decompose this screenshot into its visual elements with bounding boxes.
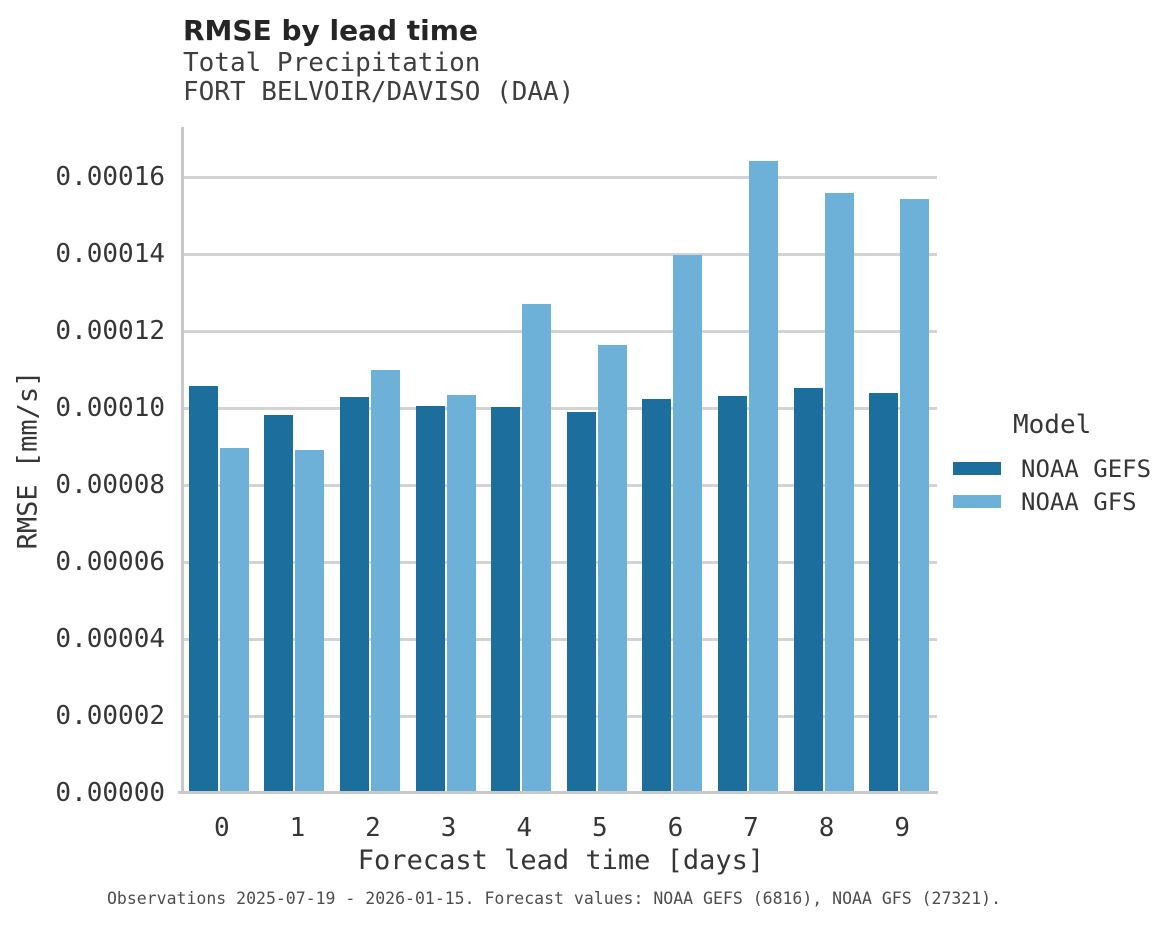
x-tick-label-7: 7 (743, 813, 759, 843)
gridline (181, 406, 937, 410)
x-tick-label-3: 3 (440, 813, 457, 843)
bar-noaa-gefs-day-0 (188, 385, 218, 793)
gridline (181, 483, 937, 487)
gridline (181, 252, 937, 256)
bar-noaa-gfs-day-1 (295, 450, 325, 793)
legend-swatch-icon (953, 462, 1001, 475)
gridline (181, 560, 937, 564)
y-axis-spine (181, 127, 184, 793)
legend-entry-noaa-gfs: NOAA GFS (953, 485, 1175, 518)
y-tick-label: 0.00008 (55, 470, 165, 501)
y-tick-label: 0.00012 (55, 316, 165, 347)
bar-noaa-gfs-day-3 (446, 395, 476, 793)
x-tick-label-2: 2 (365, 813, 381, 843)
x-axis-label: Forecast lead time [days] (357, 845, 765, 876)
bar-noaa-gfs-day-9 (900, 198, 930, 793)
legend-entries: NOAA GEFS NOAA GFS (953, 452, 1175, 518)
gridline (181, 329, 937, 333)
bar-noaa-gefs-day-7 (718, 396, 747, 793)
bar-noaa-gefs-day-4 (491, 406, 521, 793)
plot-area (181, 127, 937, 793)
bar-noaa-gfs-day-6 (673, 254, 703, 793)
bar-noaa-gfs-day-5 (597, 345, 627, 793)
y-tick-label: 0.00010 (55, 393, 165, 424)
legend-entry-noaa-gefs: NOAA GEFS (953, 452, 1175, 485)
bar-noaa-gefs-day-9 (869, 392, 899, 793)
gridline (181, 175, 937, 179)
chart-subtitle-variable: Total Precipitation (183, 48, 481, 78)
bar-noaa-gfs-day-8 (824, 193, 854, 793)
x-tick-label-9: 9 (894, 813, 911, 843)
footer-caption: Observations 2025-07-19 - 2026-01-15. Fo… (107, 889, 1002, 908)
y-tick-label: 0.00006 (55, 547, 165, 578)
x-tick-label-5: 5 (591, 813, 608, 843)
legend-swatch-icon (953, 495, 1001, 508)
x-tick-label-6: 6 (667, 813, 684, 843)
chart-title: RMSE by lead time (183, 14, 478, 47)
gridline (181, 637, 937, 641)
bar-noaa-gfs-day-0 (219, 448, 249, 793)
gridline (181, 714, 937, 718)
legend-label: NOAA GFS (1021, 487, 1137, 516)
x-tick-label-4: 4 (516, 813, 533, 843)
x-tick-label-8: 8 (818, 813, 835, 843)
chart-subtitle-station: FORT BELVOIR/DAVISO (DAA) (183, 77, 575, 107)
x-tick-label-1: 1 (289, 813, 306, 843)
bar-noaa-gfs-day-7 (749, 161, 778, 793)
y-tick-label: 0.00002 (55, 701, 165, 731)
bar-noaa-gfs-day-4 (522, 303, 552, 793)
legend-label: NOAA GEFS (1021, 454, 1152, 483)
bar-noaa-gefs-day-6 (642, 399, 672, 793)
x-axis-spine (178, 791, 938, 794)
bar-noaa-gefs-day-5 (566, 411, 596, 793)
x-tick-label-0: 0 (213, 813, 230, 843)
legend: Model NOAA GEFS NOAA GFS (953, 410, 1175, 518)
y-tick-label: 0.00004 (55, 624, 165, 654)
bar-noaa-gefs-day-2 (340, 397, 369, 793)
bar-noaa-gefs-day-3 (415, 406, 445, 793)
y-tick-label: 0.00016 (55, 162, 165, 193)
bar-noaa-gefs-day-8 (793, 388, 823, 793)
y-tick-label: 0.00000 (55, 778, 165, 808)
legend-title: Model (1013, 410, 1092, 440)
bar-noaa-gefs-day-1 (264, 414, 294, 793)
bar-noaa-gfs-day-2 (371, 369, 400, 793)
y-tick-label: 0.00014 (55, 239, 165, 270)
